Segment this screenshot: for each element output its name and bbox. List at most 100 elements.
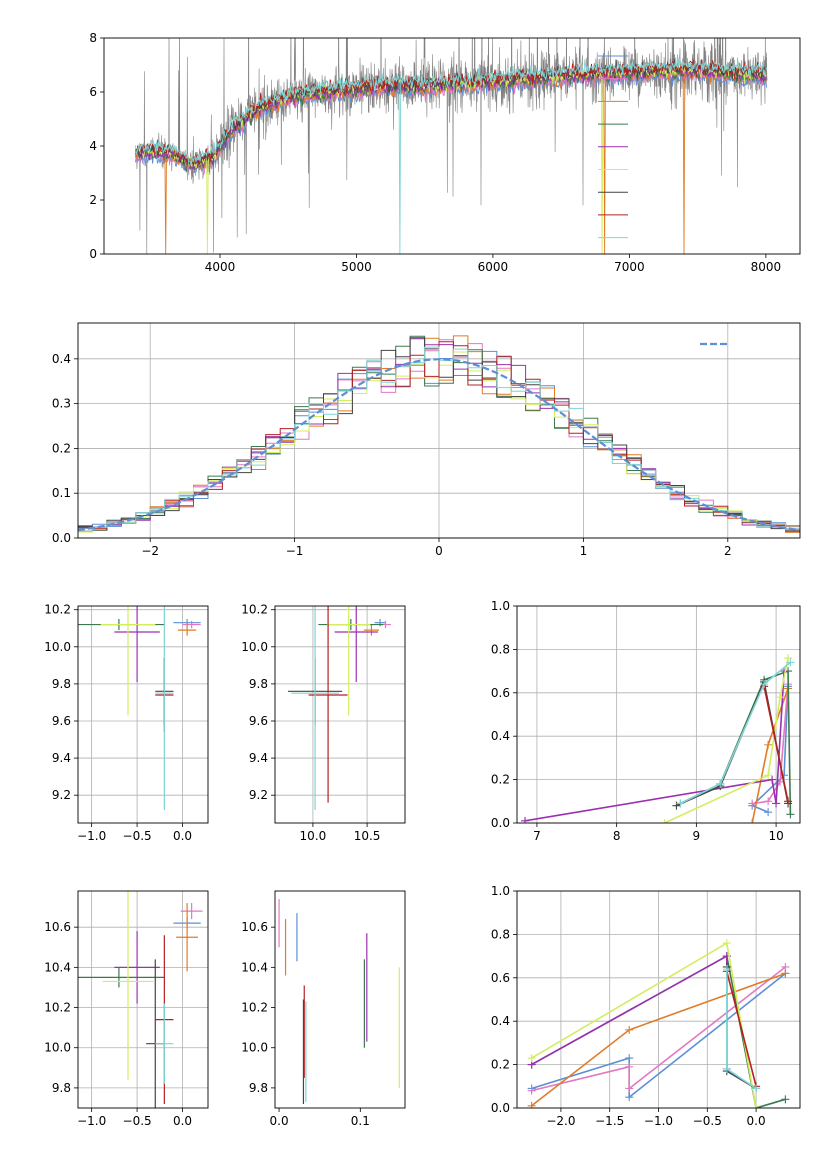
x-tick-label: −1 xyxy=(286,544,304,558)
y-tick-label: 0.1 xyxy=(52,486,71,500)
x-tick-label: −2 xyxy=(141,544,159,558)
plot-area-weight_vs_Z xyxy=(527,939,790,1108)
y-tick-label: 2 xyxy=(89,193,97,207)
model-line-kroupa_stelib xyxy=(134,57,768,254)
weight-marker-salpeter_elodie xyxy=(768,775,777,784)
x-tick-label: 7000 xyxy=(614,260,645,274)
axes-mass_vs_ebv: 0.0 0.1 9.8 10.0 10.2 10.4 10.6 xyxy=(241,890,406,1128)
axes-frame xyxy=(274,890,406,1109)
weight-marker-kroupa_stelib xyxy=(722,1064,731,1073)
y-tick-label: 0.6 xyxy=(491,686,510,700)
y-tick-label: 0.0 xyxy=(491,1101,510,1115)
y-tick-label: 0.2 xyxy=(491,773,510,787)
plot-area-age_vs_Z xyxy=(78,606,201,811)
plot-area-age_vs_mass xyxy=(288,606,391,811)
weight-marker-salpeter_miles xyxy=(625,1084,634,1093)
y-tick-label: 9.4 xyxy=(249,751,268,765)
axes-age_vs_mass: 10.0 10.5 9.2 9.4 9.6 9.8 10.0 10.2 xyxy=(241,603,406,843)
y-tick-label: 9.6 xyxy=(249,714,268,728)
y-tick-label: 0.2 xyxy=(52,441,71,455)
weight-line-salpeter_stelib xyxy=(726,971,757,1087)
x-tick-label: −1.0 xyxy=(77,829,106,843)
y-tick-label: 0.8 xyxy=(491,927,510,941)
weight-marker-kroupa_elodie xyxy=(722,939,731,948)
y-tick-label: 10.2 xyxy=(241,603,268,617)
axes-frame xyxy=(77,890,209,1109)
x-tick-label: 0.0 xyxy=(173,1114,192,1128)
weight-line-salpeter_stelib xyxy=(763,686,789,802)
weight-marker-salpeter_elodie xyxy=(520,816,529,823)
weight-marker-salpeter_miles xyxy=(764,797,773,806)
weight-line-kroupa_elodie xyxy=(531,941,757,1108)
x-tick-label: 9 xyxy=(693,829,701,843)
x-tick-label: −1.0 xyxy=(77,1114,106,1128)
weight-marker-salpeter_stelib xyxy=(784,797,793,806)
weight-marker-kroupa_elodie xyxy=(752,1104,761,1108)
y-tick-label: 9.2 xyxy=(52,788,71,802)
axes-frame xyxy=(77,322,801,539)
weight-marker-salpeter_elodie xyxy=(772,799,781,808)
y-tick-label: 6 xyxy=(89,85,97,99)
weight-marker-salpeter_miles xyxy=(625,1062,634,1071)
y-tick-label: 0.2 xyxy=(491,1058,510,1072)
x-tick-label: −2.0 xyxy=(546,1114,575,1128)
model-line-salpeter_miles xyxy=(134,66,767,175)
y-tick-label: 0.4 xyxy=(491,1014,510,1028)
weight-marker-kroupa_miles xyxy=(781,969,790,978)
axes-weight_vs_Z: −2.0 −1.5 −1.0 −0.5 0.0 0.0 0.2 0.4 0.6 0.8 1.0 xyxy=(491,884,801,1128)
axes-residuals: −2 −1 0 1 2 0.0 0.1 0.2 0.3 0.4 xyxy=(52,322,801,558)
x-tick-label: 8000 xyxy=(751,260,782,274)
weight-marker-salpeter_miles xyxy=(748,799,757,808)
y-tick-label: 10.6 xyxy=(44,920,71,934)
weight-marker-kroupa_stelib xyxy=(786,658,795,667)
weight-marker-kroupa_miles xyxy=(625,1025,634,1034)
y-tick-label: 10.4 xyxy=(44,960,71,974)
x-tick-label: −0.5 xyxy=(123,829,152,843)
y-tick-label: 10.4 xyxy=(241,960,268,974)
x-tick-label: 1 xyxy=(580,544,588,558)
x-tick-label: 10.0 xyxy=(300,829,327,843)
axes-frame xyxy=(103,37,801,255)
x-tick-label: 10 xyxy=(768,829,783,843)
x-tick-label: −1.0 xyxy=(644,1114,673,1128)
x-tick-label: 0.1 xyxy=(351,1114,370,1128)
weight-marker-chabrier_stelib xyxy=(672,801,681,810)
plot-area-mass_vs_Z xyxy=(78,891,203,1108)
y-tick-label: 10.6 xyxy=(241,920,268,934)
weight-marker-kroupa_stelib xyxy=(676,799,685,808)
y-tick-label: 0 xyxy=(89,247,97,261)
x-tick-label: 5000 xyxy=(341,260,372,274)
weight-line-kroupa_stelib xyxy=(680,661,791,805)
legend xyxy=(598,55,628,239)
weight-line-salpeter_miles xyxy=(531,966,786,1092)
x-tick-label: 0.0 xyxy=(747,1114,766,1128)
y-tick-label: 9.8 xyxy=(249,677,268,691)
weight-marker-chabrier_elodie xyxy=(781,1095,790,1104)
y-tick-label: 10.2 xyxy=(44,1001,71,1015)
x-tick-label: 10.5 xyxy=(354,829,381,843)
plot-area-residuals xyxy=(78,335,800,533)
axes-frame xyxy=(77,605,209,824)
y-tick-label: 0.4 xyxy=(52,352,71,366)
plot-area-mass_vs_ebv xyxy=(278,899,400,1104)
y-tick-label: 10.0 xyxy=(241,1041,268,1055)
weight-marker-kroupa_elodie xyxy=(784,654,793,663)
x-tick-label: −0.5 xyxy=(123,1114,152,1128)
histogram-kroupa_stelib xyxy=(78,346,800,532)
y-tick-label: 10.2 xyxy=(44,603,71,617)
axes-frame xyxy=(516,890,801,1109)
y-tick-label: 0.0 xyxy=(52,531,71,545)
weight-marker-kroupa_elodie xyxy=(764,771,773,780)
weight-marker-kroupa_elodie xyxy=(660,819,669,823)
weight-marker-kroupa_miles xyxy=(748,819,757,823)
axes-frame xyxy=(274,605,406,824)
weight-marker-kroupa_stelib xyxy=(752,1084,761,1093)
normal-curve xyxy=(78,358,798,532)
y-tick-label: 10.2 xyxy=(241,1001,268,1015)
weight-marker-kroupa_elodie xyxy=(527,1054,536,1063)
x-tick-label: 7 xyxy=(533,829,541,843)
weight-marker-salpeter_miles xyxy=(527,1086,536,1095)
y-tick-label: 9.8 xyxy=(52,1081,71,1095)
x-tick-label: 8 xyxy=(613,829,621,843)
axes-frame xyxy=(516,605,801,824)
